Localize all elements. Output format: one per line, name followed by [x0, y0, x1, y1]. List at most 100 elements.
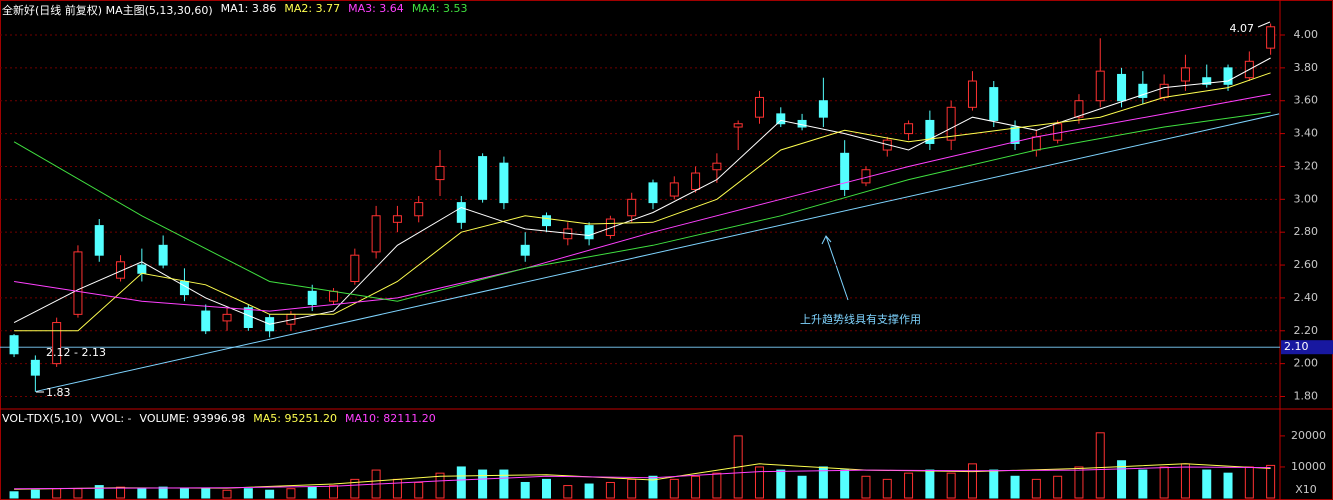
candle-body — [94, 225, 104, 256]
candle-body — [989, 87, 999, 121]
volume-bar — [350, 478, 360, 499]
annotation: 4.07 — [1230, 22, 1255, 35]
candle-body — [414, 202, 424, 217]
candle-body — [243, 307, 253, 328]
ma-line — [13, 57, 1271, 325]
volume-bar — [669, 478, 679, 499]
y-tick-label: 3.40 — [1294, 127, 1319, 140]
ma-line — [14, 466, 1271, 490]
subtitle: VVOL: - — [90, 412, 132, 425]
volume-bar — [116, 486, 126, 499]
y-tick-label: 2.20 — [1294, 324, 1319, 337]
y-tick-label: 2.80 — [1294, 225, 1319, 238]
candle-body — [1223, 67, 1233, 85]
title: VOL-TDX(5,10) — [2, 412, 83, 425]
volume-bar — [627, 478, 637, 499]
ma-line — [14, 72, 1271, 332]
candle-body — [904, 123, 914, 135]
volume-bar — [1223, 472, 1233, 499]
legend-entry: MA2: 3.77 — [284, 2, 341, 15]
y-tick-label: 3.60 — [1294, 94, 1319, 107]
candle-body — [1138, 83, 1148, 98]
y-tick-label: 20000 — [1291, 429, 1326, 442]
annotation: 1.83 — [46, 386, 71, 399]
volume-bar — [563, 485, 573, 499]
candle-body — [967, 80, 977, 108]
volume-bar — [584, 483, 594, 499]
y-tick-label: 1.80 — [1294, 389, 1319, 402]
cursor-label: 2.10 — [1284, 340, 1309, 353]
volume-bar — [605, 481, 615, 499]
volume-bar — [286, 488, 296, 499]
volume-bar — [1159, 466, 1169, 499]
candle-body — [669, 182, 679, 197]
candle-body — [478, 156, 488, 200]
y-tick-label: 2.00 — [1294, 357, 1319, 370]
candle-body — [371, 215, 381, 253]
volume-bar — [265, 489, 275, 499]
volume-bar — [329, 485, 339, 499]
volume-bar — [1074, 466, 1084, 499]
legend: MA5: 95251.20 MA10: 82111.20 — [253, 412, 435, 425]
legend-entry: MA10: 82111.20 — [344, 412, 436, 425]
candle-body — [691, 172, 701, 190]
legend-entry: VOLUME: 93996.98 — [139, 412, 246, 425]
volume-bar — [542, 478, 552, 499]
legend: MA1: 3.86 MA2: 3.77 MA3: 3.64 MA4: 3.53 — [221, 2, 468, 18]
y-tick-label: 2.60 — [1294, 258, 1319, 271]
volume-bar — [818, 466, 828, 499]
y-tick-label: 3.00 — [1294, 192, 1319, 205]
y-tick-label: 3.80 — [1294, 61, 1319, 74]
volume-bar — [925, 469, 935, 499]
candle-body — [30, 359, 40, 376]
candle-body — [1095, 70, 1105, 102]
candle-body — [1074, 100, 1084, 118]
candle-body — [73, 251, 83, 315]
volume-bar — [307, 486, 317, 499]
candle-body — [137, 264, 147, 274]
volume-bar — [691, 475, 701, 499]
candle-body — [456, 202, 466, 223]
volume-bar — [1053, 475, 1063, 499]
volume-bar — [989, 469, 999, 499]
volume-bar — [392, 478, 402, 499]
candle-body — [1202, 77, 1212, 85]
candle-body — [776, 113, 786, 125]
volume-bar — [499, 469, 509, 499]
candle-body — [222, 313, 232, 322]
y-tick-label: 2.40 — [1294, 291, 1319, 304]
legend-entry: MA3: 3.64 — [348, 2, 404, 15]
candle-body — [158, 244, 168, 266]
legend-entry: MA4: 3.53 — [411, 2, 468, 15]
volume-bar — [882, 478, 892, 499]
volume-bar — [1010, 475, 1020, 499]
volume-bar — [158, 486, 168, 499]
candle-body — [392, 215, 402, 223]
volume-bar — [648, 475, 658, 499]
candle-body — [946, 106, 956, 141]
candle-body — [201, 310, 211, 332]
candle-body — [754, 96, 764, 118]
volume-bar — [1202, 469, 1212, 499]
candle-body — [584, 225, 594, 240]
candle-body — [1266, 26, 1276, 49]
candle-body — [840, 152, 850, 190]
y-tick-label: 10000 — [1291, 460, 1326, 473]
volume-bar — [435, 472, 445, 499]
y-tick-label: 3.20 — [1294, 159, 1319, 172]
volume-bar — [712, 472, 722, 499]
volume-bar — [904, 472, 914, 499]
candle-body — [520, 244, 530, 256]
candle-body — [52, 322, 62, 365]
candle-body — [818, 100, 828, 118]
candle-body — [733, 123, 743, 128]
volume-bar — [478, 469, 488, 499]
high-pointer — [1257, 21, 1271, 28]
cursor-box — [1281, 340, 1333, 355]
volume-bar — [776, 469, 786, 499]
candle-body — [499, 162, 509, 204]
volume-bar — [840, 469, 850, 499]
candle-body — [179, 280, 189, 296]
volume-bar — [73, 488, 83, 499]
volume-bar — [179, 488, 189, 499]
